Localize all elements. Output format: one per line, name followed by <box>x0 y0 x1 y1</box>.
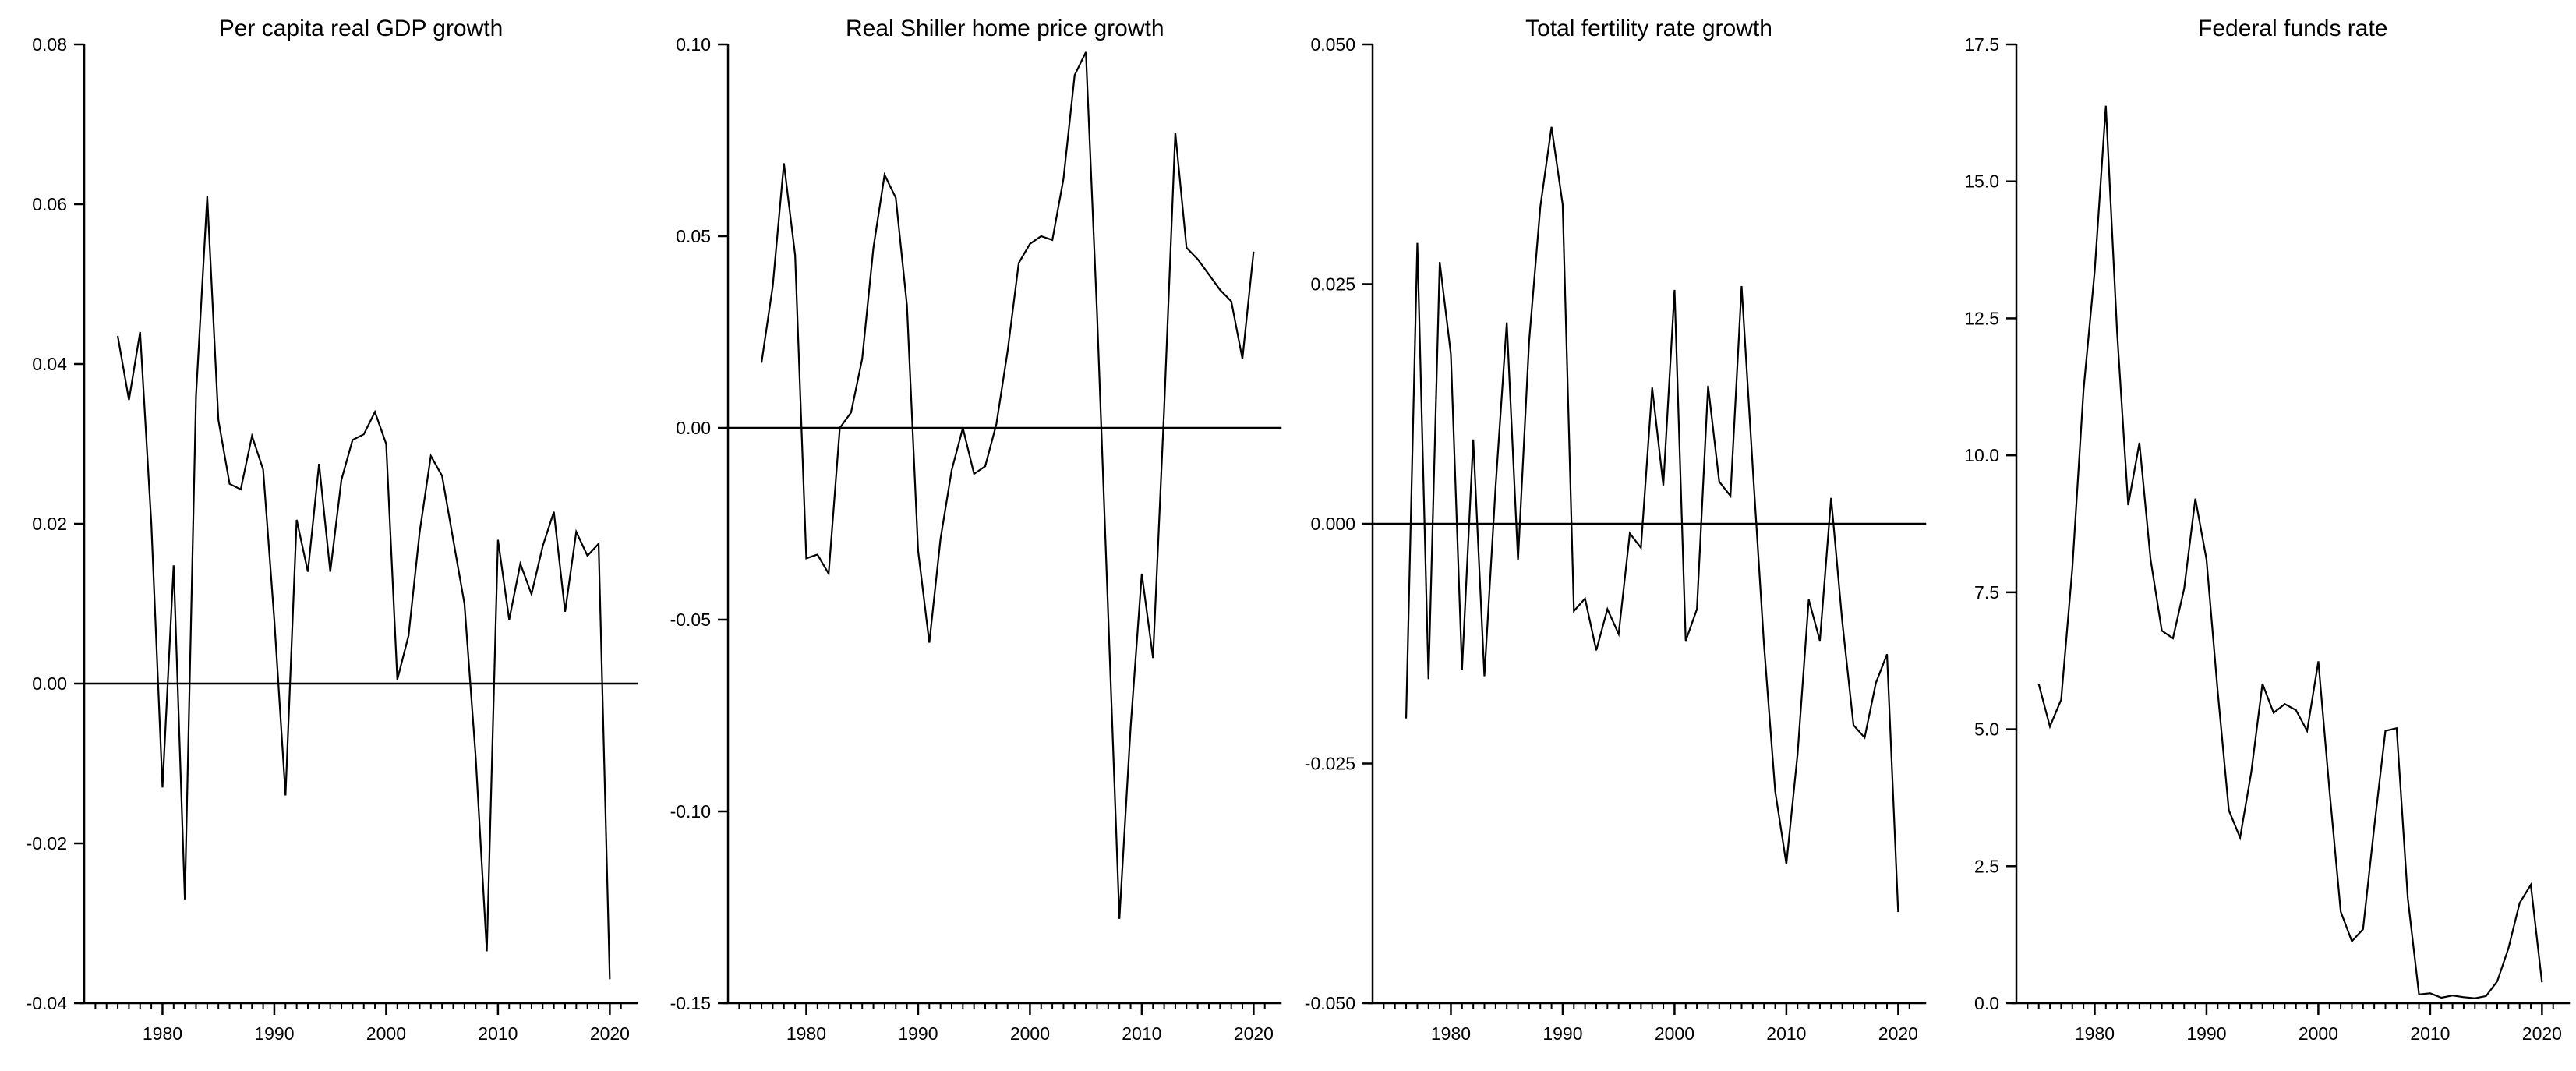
svg-text:-0.04: -0.04 <box>27 993 68 1013</box>
chart-title: Per capita real GDP growth <box>218 16 504 41</box>
shiller-home-price-growth-plot: -0.15 -0.10 -0.05 0.00 0.05 0.10 1980 1990 2000 2… <box>670 34 1282 1044</box>
svg-text:2020: 2020 <box>1234 1023 1274 1044</box>
svg-text:0.00: 0.00 <box>32 673 67 694</box>
svg-text:1980: 1980 <box>1430 1023 1470 1044</box>
svg-text:0.050: 0.050 <box>1310 34 1355 55</box>
svg-text:1980: 1980 <box>143 1023 182 1044</box>
chart-panel-shiller-home-price-growth: Real Shiller home price growth -0.15 -0.1… <box>644 0 1288 1071</box>
federal-funds-rate-plot: 0.0 2.5 5.0 7.5 10.0 12.5 15.0 17.5 1980 1990 2000… <box>1964 34 2570 1044</box>
chart-panel-fertility-rate-growth: Total fertility rate growth -0.050 -0.025… <box>1288 0 1932 1071</box>
fertility-rate-growth-plot: -0.050 -0.025 0.000 0.025 0.050 1980 1990 2000 2… <box>1304 34 1926 1044</box>
svg-text:-0.050: -0.050 <box>1304 993 1355 1013</box>
svg-text:0.0: 0.0 <box>1974 993 1999 1013</box>
svg-text:2000: 2000 <box>1654 1023 1694 1044</box>
svg-text:2000: 2000 <box>1010 1023 1050 1044</box>
svg-text:-0.15: -0.15 <box>670 993 711 1013</box>
chart-title: Total fertility rate growth <box>1525 16 1772 41</box>
svg-text:0.04: 0.04 <box>32 354 67 374</box>
chart-panel-gdp-growth: Per capita real GDP growth -0.04 -0.02 0.0… <box>0 0 644 1071</box>
svg-text:2020: 2020 <box>590 1023 630 1044</box>
chart-title: Federal funds rate <box>2198 16 2388 41</box>
svg-text:0.05: 0.05 <box>677 226 712 246</box>
svg-text:2.5: 2.5 <box>1974 856 1999 876</box>
svg-text:0.06: 0.06 <box>32 194 67 214</box>
svg-text:2020: 2020 <box>1878 1023 1917 1044</box>
svg-text:12.5: 12.5 <box>1964 308 1999 328</box>
svg-text:15.0: 15.0 <box>1964 171 1999 192</box>
svg-text:2020: 2020 <box>2522 1023 2562 1044</box>
svg-text:5.0: 5.0 <box>1974 719 1999 740</box>
svg-text:2000: 2000 <box>2299 1023 2338 1044</box>
svg-text:1980: 1980 <box>786 1023 826 1044</box>
svg-text:1990: 1990 <box>899 1023 938 1044</box>
svg-text:10.0: 10.0 <box>1964 445 1999 465</box>
gdp-growth-plot: -0.04 -0.02 0.00 0.02 0.04 0.06 0.08 1980 1990 20… <box>27 34 638 1044</box>
svg-text:1990: 1990 <box>2186 1023 2226 1044</box>
svg-text:2010: 2010 <box>1766 1023 1806 1044</box>
chart-panel-federal-funds-rate: Federal funds rate 0.0 2.5 5.0 7.5 10.0 12.5 1… <box>1932 0 2576 1071</box>
svg-text:0.02: 0.02 <box>32 514 67 534</box>
svg-text:2000: 2000 <box>366 1023 406 1044</box>
svg-text:-0.10: -0.10 <box>670 801 711 822</box>
svg-text:-0.05: -0.05 <box>670 610 711 630</box>
svg-text:1980: 1980 <box>2075 1023 2115 1044</box>
svg-text:0.000: 0.000 <box>1310 514 1355 534</box>
svg-text:-0.02: -0.02 <box>27 833 67 854</box>
svg-text:-0.025: -0.025 <box>1304 754 1355 774</box>
svg-text:0.00: 0.00 <box>677 418 712 438</box>
svg-text:17.5: 17.5 <box>1964 34 1999 55</box>
svg-text:1990: 1990 <box>254 1023 294 1044</box>
chart-title: Real Shiller home price growth <box>845 16 1164 41</box>
svg-text:0.10: 0.10 <box>677 34 712 55</box>
svg-text:7.5: 7.5 <box>1974 582 1999 603</box>
svg-text:2010: 2010 <box>2410 1023 2450 1044</box>
svg-text:1990: 1990 <box>1542 1023 1582 1044</box>
svg-text:2010: 2010 <box>478 1023 518 1044</box>
svg-text:0.025: 0.025 <box>1310 274 1355 295</box>
svg-text:2010: 2010 <box>1122 1023 1162 1044</box>
svg-text:0.08: 0.08 <box>32 34 67 55</box>
